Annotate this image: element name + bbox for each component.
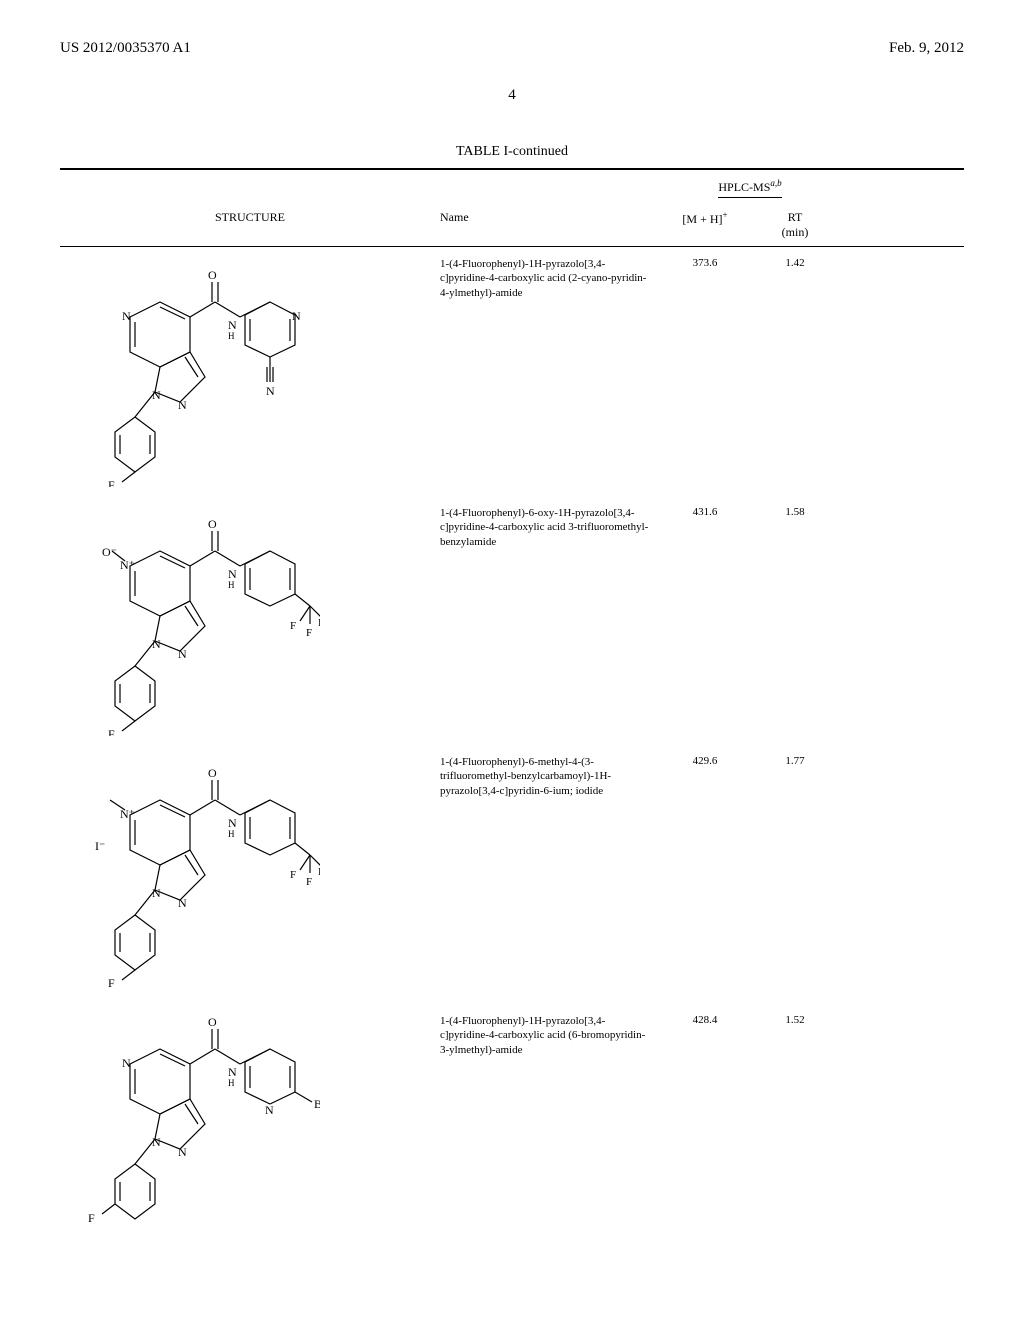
svg-text:N: N <box>228 1065 237 1079</box>
doc-number: US 2012/0035370 A1 <box>60 40 191 57</box>
table-row: N N N O N H N <box>60 249 964 498</box>
mh-value: 429.6 <box>660 755 750 767</box>
rt-unit: (min) <box>750 225 840 240</box>
svg-text:N: N <box>122 309 131 323</box>
table-header-row-2: STRUCTURE Name [M + H]+ RT (min) <box>60 206 964 244</box>
svg-text:N: N <box>178 896 187 910</box>
svg-text:N: N <box>228 567 237 581</box>
svg-text:F: F <box>318 617 320 629</box>
structure-cell: N⁺ O⁻ N N O N H <box>60 506 440 739</box>
table-rule-header <box>60 246 964 247</box>
svg-text:N: N <box>228 816 237 830</box>
col-header-rt: RT (min) <box>750 210 840 240</box>
rt-value: 1.42 <box>750 257 840 269</box>
svg-text:H: H <box>228 580 235 590</box>
structure-cell: N⁺ I⁻ N N O N H <box>60 755 440 998</box>
col-hplc-group: HPLC-MSa,b <box>660 178 840 200</box>
table-row: N⁺ I⁻ N N O N H <box>60 747 964 1006</box>
svg-text:N⁺: N⁺ <box>120 807 135 821</box>
svg-text:N: N <box>178 398 187 412</box>
rt-label: RT <box>750 210 840 225</box>
hplc-sup: a,b <box>770 178 781 188</box>
col-header-mh: [M + H]+ <box>660 210 750 240</box>
mh-value: 373.6 <box>660 257 750 269</box>
svg-text:H: H <box>228 829 235 839</box>
mh-label: [M + H] <box>682 212 722 226</box>
svg-text:F: F <box>108 478 115 487</box>
mh-sup: + <box>723 210 728 220</box>
svg-text:O⁻: O⁻ <box>102 545 117 559</box>
page-header: US 2012/0035370 A1 Feb. 9, 2012 <box>60 40 964 57</box>
svg-text:F: F <box>108 727 115 736</box>
svg-text:H: H <box>228 1078 235 1088</box>
page-number: 4 <box>60 87 964 104</box>
svg-text:H: H <box>228 331 235 341</box>
svg-text:N⁺: N⁺ <box>120 558 135 572</box>
col-header-structure: STRUCTURE <box>60 210 440 240</box>
svg-text:N: N <box>228 318 237 332</box>
rt-value: 1.52 <box>750 1014 840 1026</box>
mh-value: 428.4 <box>660 1014 750 1026</box>
hplc-label: HPLC-MS <box>718 180 770 194</box>
mh-value: 431.6 <box>660 506 750 518</box>
svg-text:O: O <box>208 766 217 780</box>
svg-text:N: N <box>122 1056 131 1070</box>
rt-value: 1.58 <box>750 506 840 518</box>
svg-text:F: F <box>306 876 312 888</box>
chemical-structure-icon: N⁺ O⁻ N N O N H <box>60 506 320 736</box>
compound-name: 1-(4-Fluorophenyl)-1H-pyrazolo[3,4-c]pyr… <box>440 257 660 300</box>
table-title: TABLE I-continued <box>60 144 964 160</box>
svg-text:O: O <box>208 268 217 282</box>
col-header-name: Name <box>440 210 660 240</box>
table-rule-top <box>60 168 964 170</box>
chemical-structure-icon: N⁺ I⁻ N N O N H <box>60 755 320 995</box>
svg-text:I⁻: I⁻ <box>95 839 105 853</box>
svg-text:N: N <box>178 1145 187 1159</box>
rt-value: 1.77 <box>750 755 840 767</box>
svg-text:N: N <box>265 1103 274 1117</box>
svg-text:O: O <box>208 517 217 531</box>
svg-text:F: F <box>290 869 296 881</box>
svg-text:N: N <box>178 647 187 661</box>
chemical-structure-icon: N N N O N H N <box>60 257 320 487</box>
structure-cell: N N N O N H N <box>60 257 440 490</box>
structure-cell: N N N O N H N Br <box>60 1014 440 1227</box>
doc-date: Feb. 9, 2012 <box>889 40 964 57</box>
svg-text:N: N <box>292 309 301 323</box>
compound-name: 1-(4-Fluorophenyl)-1H-pyrazolo[3,4-c]pyr… <box>440 1014 660 1057</box>
svg-text:O: O <box>208 1015 217 1029</box>
table-container: HPLC-MSa,b STRUCTURE Name [M + H]+ RT (m… <box>60 168 964 1235</box>
compound-name: 1-(4-Fluorophenyl)-6-oxy-1H-pyrazolo[3,4… <box>440 506 660 549</box>
svg-text:F: F <box>88 1211 95 1224</box>
svg-text:Br: Br <box>314 1097 320 1111</box>
table-row: N⁺ O⁻ N N O N H <box>60 498 964 747</box>
table-header-row-1: HPLC-MSa,b <box>60 172 964 206</box>
svg-text:F: F <box>306 627 312 639</box>
chemical-structure-icon: N N N O N H N Br <box>60 1014 320 1224</box>
table-row: N N N O N H N Br <box>60 1006 964 1235</box>
svg-text:N: N <box>266 384 275 398</box>
svg-text:F: F <box>108 976 115 990</box>
svg-text:F: F <box>318 866 320 878</box>
svg-text:F: F <box>290 620 296 632</box>
compound-name: 1-(4-Fluorophenyl)-6-methyl-4-(3-trifluo… <box>440 755 660 798</box>
